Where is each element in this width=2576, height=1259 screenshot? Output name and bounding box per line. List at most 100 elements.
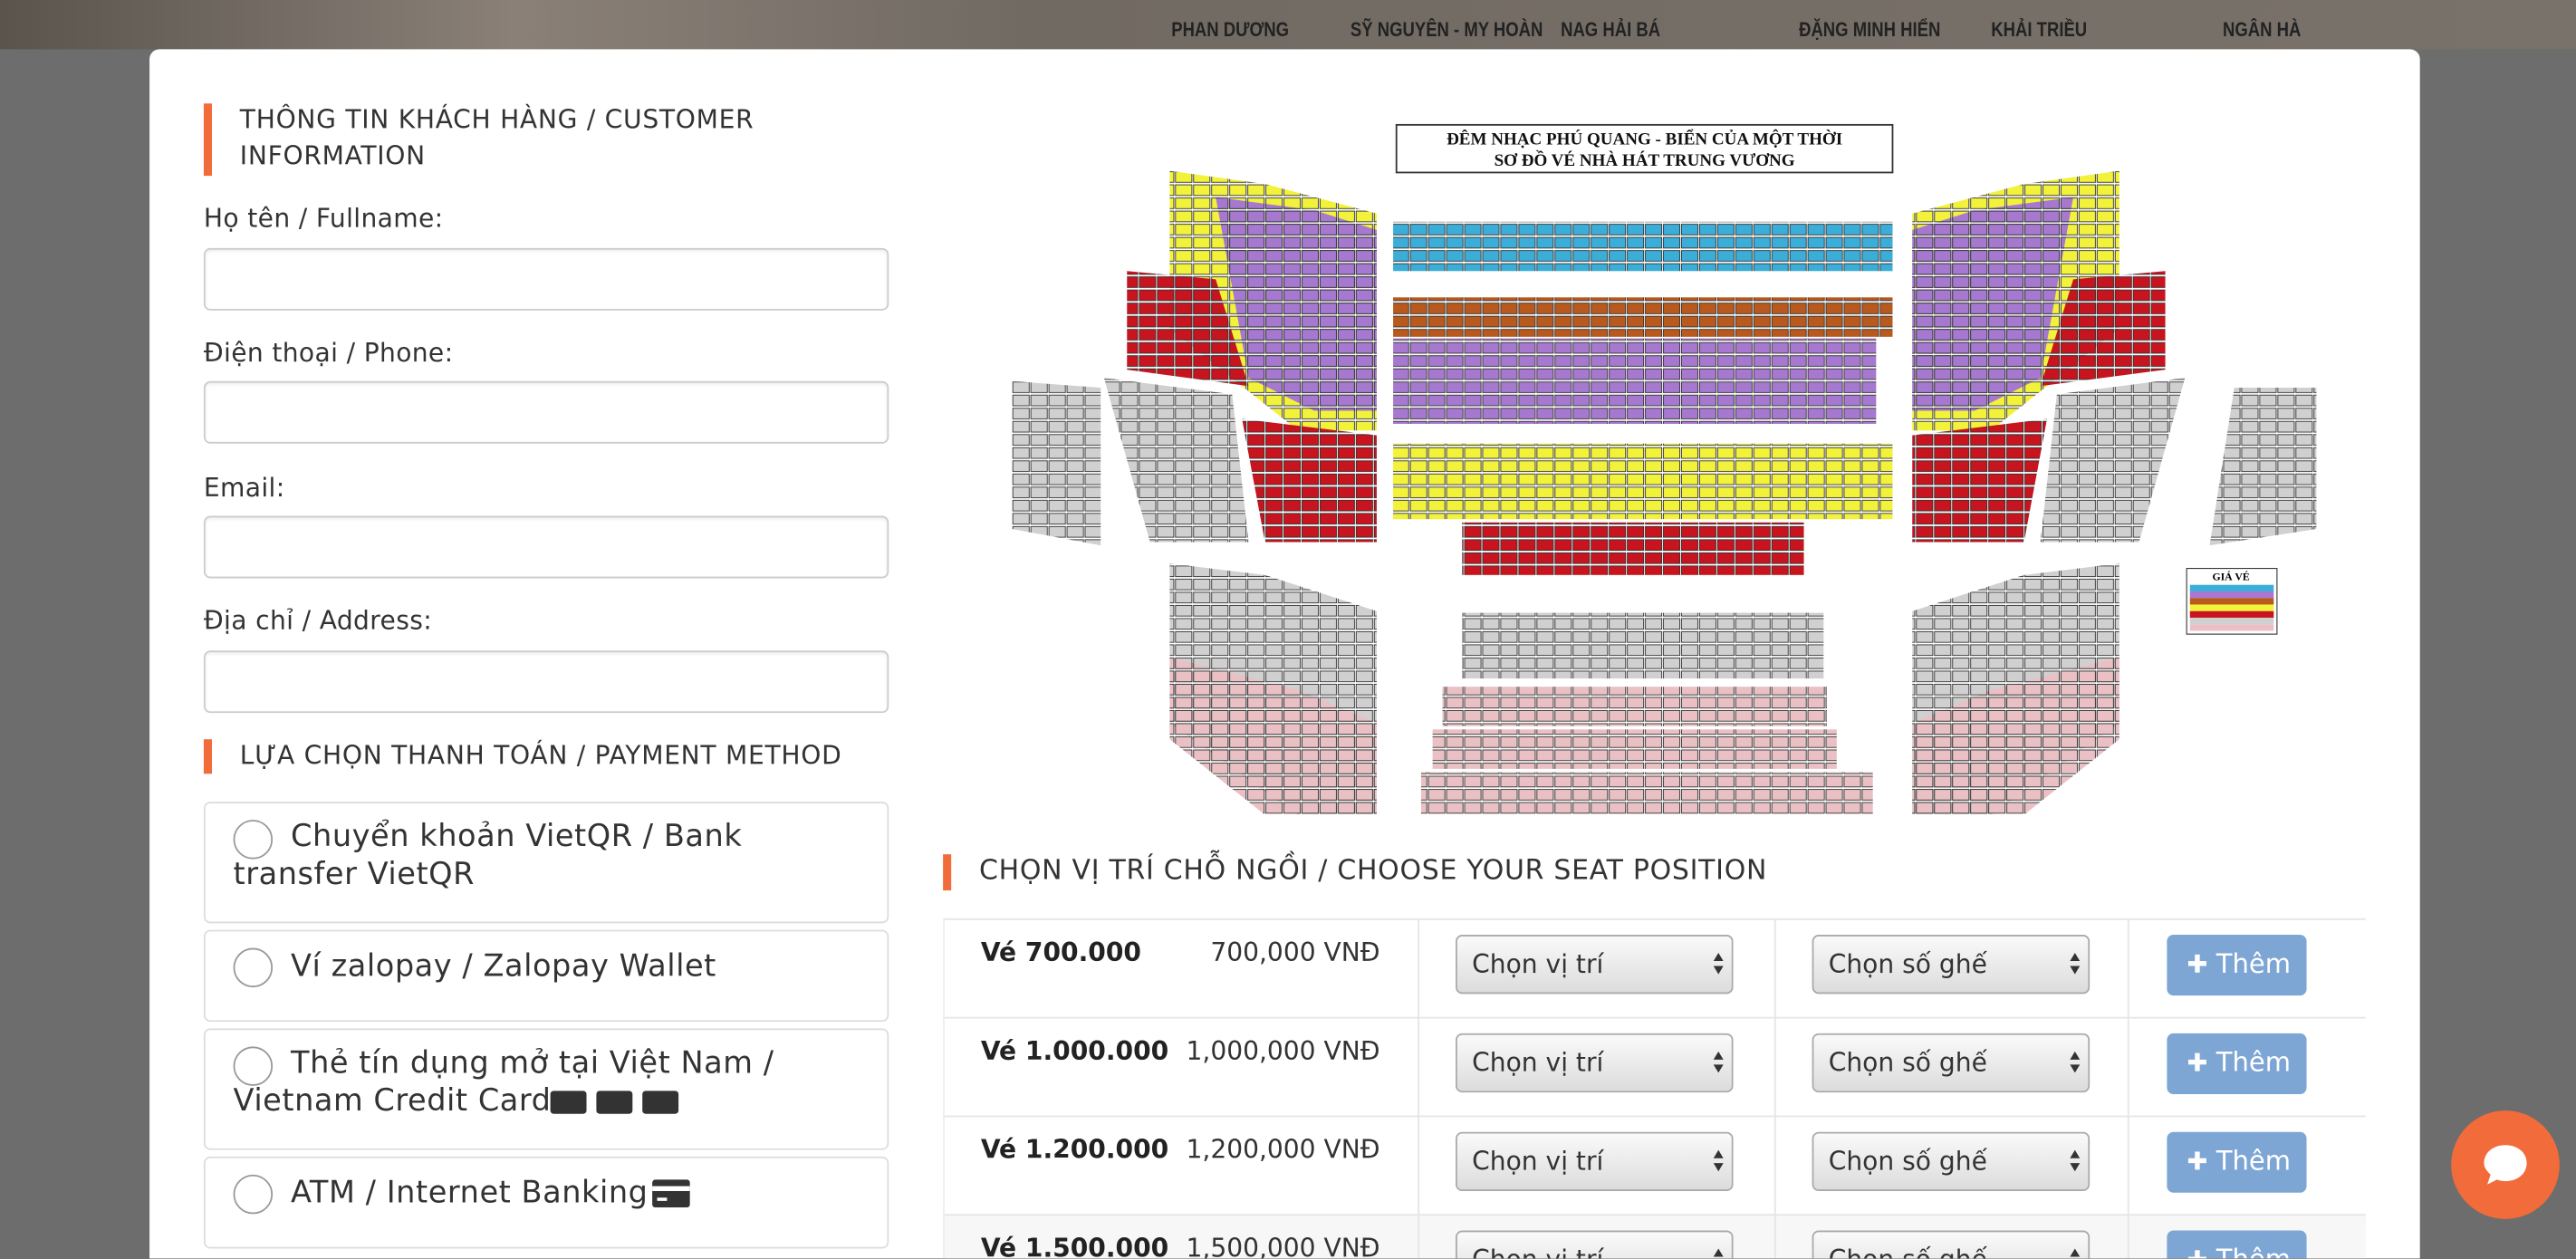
plus-icon: [2195, 1052, 2200, 1072]
text-input[interactable]: [203, 515, 889, 579]
option-label: Chuyển khoản VietQR / Bank transfer Viet…: [233, 820, 743, 892]
divider: [943, 1016, 945, 1116]
divider: [943, 918, 945, 1017]
text-input[interactable]: [203, 380, 889, 444]
ticket-name: Vé 700.000: [980, 937, 1141, 968]
divider: [1773, 1016, 1776, 1116]
select-arrow: [1713, 966, 1724, 975]
center-seats: [1393, 221, 1893, 815]
select-arrow: [2070, 1163, 2081, 1172]
seat-select[interactable]: Chọn số ghế: [1812, 1131, 2091, 1191]
credit: PHAN DƯƠNG: [1171, 17, 1290, 42]
chat-icon: [2484, 1145, 2527, 1185]
jcb-icon: [642, 1091, 679, 1114]
position-select[interactable]: Chọn vị trí: [1456, 1230, 1734, 1259]
plus-icon: [2195, 1250, 2200, 1259]
accent-bar: [943, 854, 952, 891]
ticket-row: [943, 1115, 2366, 1216]
credit: ĐẶNG MINH HIỂN: [1799, 17, 1941, 42]
divider: [1418, 918, 1420, 1017]
seat-select[interactable]: Chọn số ghế: [1812, 1230, 2091, 1259]
section-heading: THÔNG TIN KHÁCH HÀNG / CUSTOMER INFORMAT…: [239, 105, 755, 171]
field-label: Điện thoại / Phone:: [203, 338, 454, 369]
select-arrow: [2070, 952, 2081, 962]
divider: [1418, 1214, 1420, 1259]
credit: SỸ NGUYÊN - MY HOÀN: [1350, 17, 1543, 42]
field-label: Họ tên / Fullname:: [203, 203, 444, 234]
payment-option[interactable]: [203, 1156, 889, 1249]
ticket-name: Vé 1.000.000: [980, 1036, 1169, 1067]
divider: [2127, 1016, 2129, 1116]
payment-option[interactable]: [203, 802, 889, 924]
select-arrow: [1713, 1149, 1724, 1158]
radio[interactable]: [233, 1174, 274, 1215]
divider: [1418, 1115, 1420, 1215]
radio[interactable]: [233, 1046, 274, 1086]
divider: [1418, 1016, 1420, 1116]
option-label: Ví zalopay / Zalopay Wallet: [291, 949, 716, 985]
radio[interactable]: [233, 947, 274, 988]
accent-bar: [203, 739, 212, 774]
select-arrow: [2070, 1064, 2081, 1073]
credit: NAG HẢI BÁ: [1561, 17, 1661, 42]
payment-option[interactable]: [203, 929, 889, 1023]
ticket-row: [943, 918, 2366, 1019]
legend-title: GIÁ VÉ: [2212, 570, 2249, 582]
ticket-price: 1,200,000 VNĐ: [1186, 1135, 1380, 1165]
position-select[interactable]: Chọn vị trí: [1456, 935, 1734, 995]
divider: [1773, 1214, 1776, 1259]
option-label: ATM / Internet Banking: [291, 1176, 649, 1211]
text-input[interactable]: [203, 247, 889, 311]
accent-bar: [203, 103, 212, 177]
divider: [943, 1214, 945, 1259]
ticket-price: 1,000,000 VNĐ: [1186, 1036, 1380, 1067]
radio[interactable]: [233, 820, 274, 860]
map-subtitle: SƠ ĐỒ VÉ NHÀ HÁT TRUNG VƯƠNG: [1495, 150, 1795, 170]
section-heading: LỰA CHỌN THANH TOÁN / PAYMENT METHOD: [239, 741, 842, 771]
divider: [943, 1115, 945, 1215]
select-arrow: [2070, 1051, 2081, 1060]
ticket-row: [943, 1016, 2366, 1118]
divider: [1773, 918, 1776, 1017]
add-button[interactable]: Thêm: [2167, 1230, 2307, 1259]
select-arrow: [2070, 966, 2081, 975]
field-label: Địa chỉ / Address:: [203, 606, 433, 636]
select-arrow: [1713, 1163, 1724, 1172]
ticket-price: 700,000 VNĐ: [1210, 937, 1380, 968]
select-arrow: [1713, 1248, 1724, 1257]
plus-icon: [2195, 954, 2200, 973]
credit: NGÂN HÀ: [2223, 17, 2302, 42]
credit: KHẢI TRIỀU: [1991, 17, 2088, 42]
visa-icon: [550, 1091, 587, 1114]
divider: [2127, 1115, 2129, 1215]
banner: [0, 0, 2576, 50]
section-heading: CHỌN VỊ TRÍ CHỖ NGỒI / CHOOSE YOUR SEAT …: [979, 854, 1768, 886]
plus-icon: [2195, 1151, 2200, 1170]
mastercard-icon: [596, 1091, 633, 1114]
divider: [2127, 1214, 2129, 1259]
card-icon: [652, 1179, 690, 1208]
select-arrow: [2070, 1248, 2081, 1257]
field-label: Email:: [203, 473, 285, 504]
price-legend: GIÁ VÉ: [2186, 568, 2278, 635]
ticket-price: 1,500,000 VNĐ: [1186, 1234, 1380, 1259]
select-arrow: [1713, 1064, 1724, 1073]
left-wing: [1012, 170, 1377, 815]
seat-select[interactable]: Chọn số ghế: [1812, 1033, 2091, 1093]
right-wing: [1912, 170, 2317, 815]
map-title: ĐÊM NHẠC PHÚ QUANG - BIỂN CỦA MỘT THỜI: [1447, 130, 1842, 149]
add-button[interactable]: Thêm: [2167, 935, 2307, 996]
seat-select[interactable]: Chọn số ghế: [1812, 935, 2091, 995]
payment-option[interactable]: [203, 1028, 889, 1150]
position-select[interactable]: Chọn vị trí: [1456, 1131, 1734, 1191]
ticket-name: Vé 1.500.000: [980, 1234, 1169, 1259]
select-arrow: [2070, 1149, 2081, 1158]
divider: [1773, 1115, 1776, 1215]
divider: [2127, 918, 2129, 1017]
position-select[interactable]: Chọn vị trí: [1456, 1033, 1734, 1093]
text-input[interactable]: [203, 650, 889, 714]
option-label: Thẻ tín dụng mở tại Việt Nam / Vietnam C…: [233, 1046, 774, 1120]
select-arrow: [1713, 952, 1724, 962]
ticket-name: Vé 1.200.000: [980, 1135, 1169, 1165]
